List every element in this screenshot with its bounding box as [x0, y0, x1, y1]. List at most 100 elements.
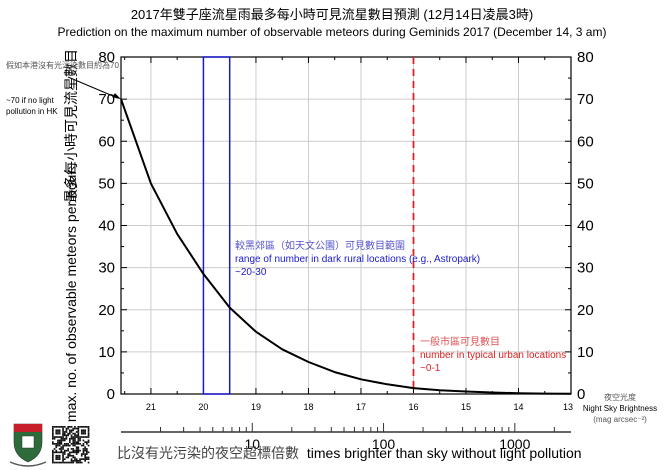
qr-module: [80, 444, 83, 447]
qr-module: [62, 436, 64, 438]
annotation-no-pollution-en2: pollution in HK: [6, 107, 58, 116]
qr-module: [70, 458, 73, 460]
qr-module: [82, 444, 85, 447]
qr-module: [70, 429, 73, 432]
qr-module: [67, 426, 69, 428]
qr-module: [63, 437, 66, 440]
qr-module: [82, 432, 85, 435]
qr-module: [70, 437, 73, 440]
qr-module: [72, 444, 75, 447]
qr-module: [74, 439, 76, 442]
qr-module: [74, 444, 76, 447]
qr-module: [82, 431, 85, 433]
annotation-arrow: [67, 76, 119, 99]
qr-module: [70, 448, 73, 450]
qr-module: [87, 451, 90, 454]
qr-module: [57, 443, 59, 445]
qr-module: [79, 443, 81, 445]
qr-module: [57, 461, 59, 464]
qr-module: [82, 448, 85, 450]
qr-module: [74, 460, 76, 462]
qr-module: [74, 434, 76, 437]
qr-module: [87, 439, 90, 442]
y-axis-label-en: max. no. of observable meteors per hour: [63, 170, 79, 422]
qr-module: [75, 453, 78, 455]
qr-module: [75, 434, 78, 437]
qr-module: [52, 429, 54, 432]
qr-module: [67, 449, 69, 452]
qr-module: [63, 439, 66, 442]
qr-module: [87, 436, 90, 438]
qr-module: [67, 434, 69, 437]
qr-module: [67, 456, 69, 459]
qr-module: [52, 434, 54, 437]
qr-module: [74, 456, 76, 459]
x-tick-label: 20: [198, 402, 208, 412]
qr-module: [55, 454, 58, 457]
qr-module: [72, 436, 75, 438]
qr-module: [57, 456, 59, 459]
qr-module: [58, 444, 61, 447]
annotation-no-pollution-en1: ~70 if no light: [6, 96, 55, 105]
qr-module: [86, 426, 88, 428]
x-tick-label: 16: [408, 402, 418, 412]
annotation-rural-en: range of number in dark rural locations …: [235, 254, 480, 265]
qr-module: [63, 451, 66, 454]
qr-module: [86, 458, 88, 460]
qr-module: [60, 443, 63, 445]
qr-module: [70, 461, 73, 464]
qr-module: [57, 458, 59, 460]
qr-module: [55, 449, 58, 452]
qr-module: [72, 449, 75, 452]
qr-module: [84, 458, 86, 460]
qr-module: [87, 429, 90, 432]
qr-module: [75, 458, 78, 460]
y-tick-label-right: 20: [577, 302, 594, 319]
qr-module: [77, 460, 80, 462]
qr-module: [60, 461, 63, 464]
qr-module: [58, 439, 61, 442]
qr-module: [72, 429, 75, 432]
qr-module: [77, 461, 80, 464]
qr-module: [87, 444, 90, 447]
qr-module: [58, 451, 61, 454]
qr-module: [65, 461, 68, 464]
qr-module: [58, 461, 61, 464]
qr-module: [57, 441, 59, 443]
qr-module: [80, 454, 83, 457]
qr-module: [62, 454, 64, 457]
qr-module: [72, 437, 75, 440]
annotation-rural-range: ~20-30: [235, 267, 267, 278]
x2-axis-label-zh: 比沒有光污染的夜空超標倍數: [117, 445, 299, 461]
qr-module: [77, 436, 80, 438]
qr-module: [79, 460, 81, 462]
qr-module: [74, 426, 76, 428]
qr-module: [70, 426, 73, 428]
x2-axis-label: 比沒有光污染的夜空超標倍數 times brighter than sky wi…: [117, 445, 582, 461]
grid: [121, 56, 572, 395]
x2-tick-label: 1000: [499, 436, 530, 452]
y-tick-label-right: 80: [577, 49, 594, 66]
qr-module: [74, 441, 76, 443]
x-tick-label: 15: [461, 402, 471, 412]
qr-module: [67, 443, 69, 445]
qr-module: [62, 461, 64, 464]
qr-module: [57, 431, 59, 433]
chart-subtitle: Prediction on the maximum number of obse…: [58, 25, 607, 39]
qr-module: [52, 454, 54, 457]
qr-module: [72, 427, 75, 430]
qr-module: [58, 454, 61, 457]
y-tick-label-right: 60: [577, 133, 594, 150]
qr-module: [55, 429, 58, 432]
hku-crest-logo: [9, 423, 47, 467]
qr-module: [63, 449, 66, 452]
qr-module: [65, 431, 68, 433]
qr-module: [79, 449, 81, 452]
qr-module: [77, 449, 80, 452]
qr-module: [82, 443, 85, 445]
qr-module: [86, 449, 88, 452]
qr-module: [84, 431, 86, 433]
qr-module: [63, 443, 66, 445]
qr-module: [75, 441, 78, 443]
